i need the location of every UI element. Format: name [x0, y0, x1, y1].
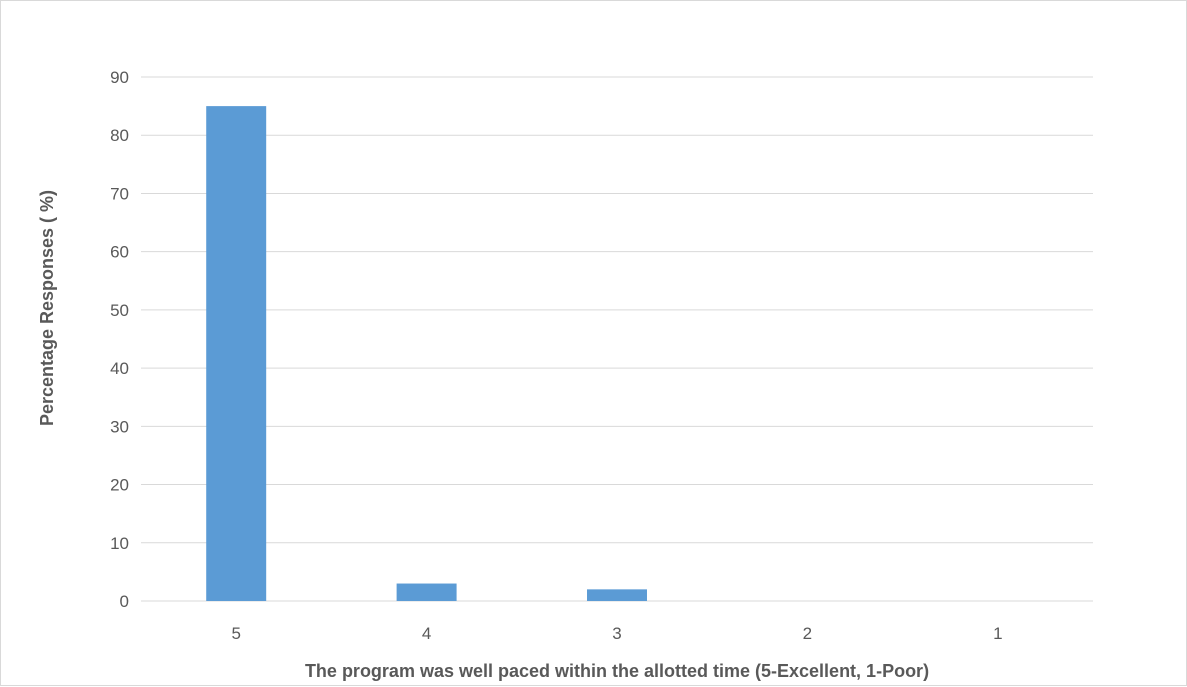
bar-5 [206, 106, 267, 601]
bar-3 [587, 589, 647, 601]
y-tick-label: 50 [110, 301, 129, 320]
bar-4 [396, 583, 457, 601]
y-axis-title: Percentage Responses ( %) [37, 190, 57, 426]
y-tick-label: 80 [110, 126, 129, 145]
y-tick-label: 10 [110, 534, 129, 553]
y-tick-label: 30 [110, 417, 129, 436]
x-axis-title: The program was well paced within the al… [305, 661, 929, 681]
y-tick-label: 40 [110, 359, 129, 378]
y-tick-label: 20 [110, 476, 129, 495]
y-tick-label: 70 [110, 184, 129, 203]
bars [206, 106, 647, 601]
y-tick-label: 90 [110, 68, 129, 87]
y-axis-ticks: 0 10 20 30 40 50 60 70 80 90 [110, 68, 129, 611]
y-tick-label: 0 [120, 592, 129, 611]
x-axis-ticks: 5 4 3 2 1 [231, 624, 1002, 643]
x-tick-label: 2 [803, 624, 812, 643]
x-tick-label: 5 [231, 624, 240, 643]
x-tick-label: 4 [422, 624, 431, 643]
x-tick-label: 3 [612, 624, 621, 643]
y-tick-label: 60 [110, 243, 129, 262]
gridlines [141, 76, 1093, 602]
x-tick-label: 1 [993, 624, 1002, 643]
